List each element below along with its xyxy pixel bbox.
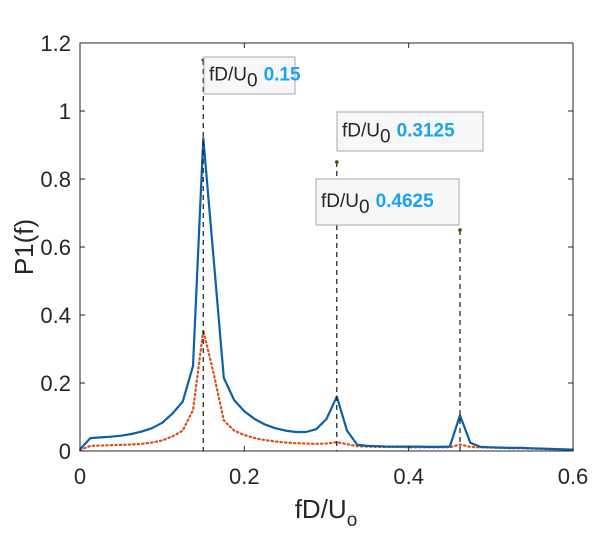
datatip-text: fD/U0 0.3125 [342, 121, 455, 148]
series-line-solid [79, 137, 574, 451]
x-axis-label: fD/Uo [295, 494, 358, 531]
y-axis-label: P1(f) [9, 219, 39, 275]
y-tick-label: 1.2 [40, 31, 71, 56]
datatip-box: fD/U0 0.4625 [315, 178, 460, 226]
datatip-label-subscript: 0 [359, 197, 370, 218]
datatip-box: fD/U0 0.3125 [336, 111, 484, 152]
datatip-text: fD/U0 0.15 [209, 65, 301, 92]
datatip-background [315, 178, 460, 226]
x-tick-label: 0 [74, 464, 86, 489]
peak-marker-dot [334, 160, 339, 164]
datatip-value: 0.3125 [397, 121, 456, 142]
datatip-label-subscript: 0 [380, 127, 391, 148]
y-tick-label: 0 [59, 439, 71, 464]
x-tick-label: 0.4 [393, 464, 424, 489]
datatip-value: 0.4625 [376, 191, 435, 212]
datatip-label: fD/U [342, 121, 380, 142]
y-tick-label: 0.2 [40, 371, 71, 396]
peak-marker-dot [458, 228, 462, 232]
datatip-label: fD/U [321, 191, 359, 212]
datatip-label: fD/U [209, 65, 247, 86]
datatip-text: fD/U0 0.4625 [321, 191, 434, 218]
datatip-background [336, 111, 484, 152]
y-tick-label: 0.6 [40, 235, 71, 260]
datatip-box: fD/U0 0.15 [203, 56, 301, 95]
x-tick-label: 0.2 [229, 464, 260, 489]
y-tick-label: 1 [59, 99, 71, 124]
datatip-label-subscript: 0 [247, 71, 258, 92]
datatip-background [203, 56, 296, 95]
y-tick-label: 0.8 [40, 167, 71, 192]
y-tick-label: 0.4 [40, 303, 71, 328]
x-tick-label: 0.6 [558, 464, 589, 489]
x-axis-label-subscript: o [347, 510, 358, 531]
datatip-value: 0.15 [264, 65, 301, 86]
